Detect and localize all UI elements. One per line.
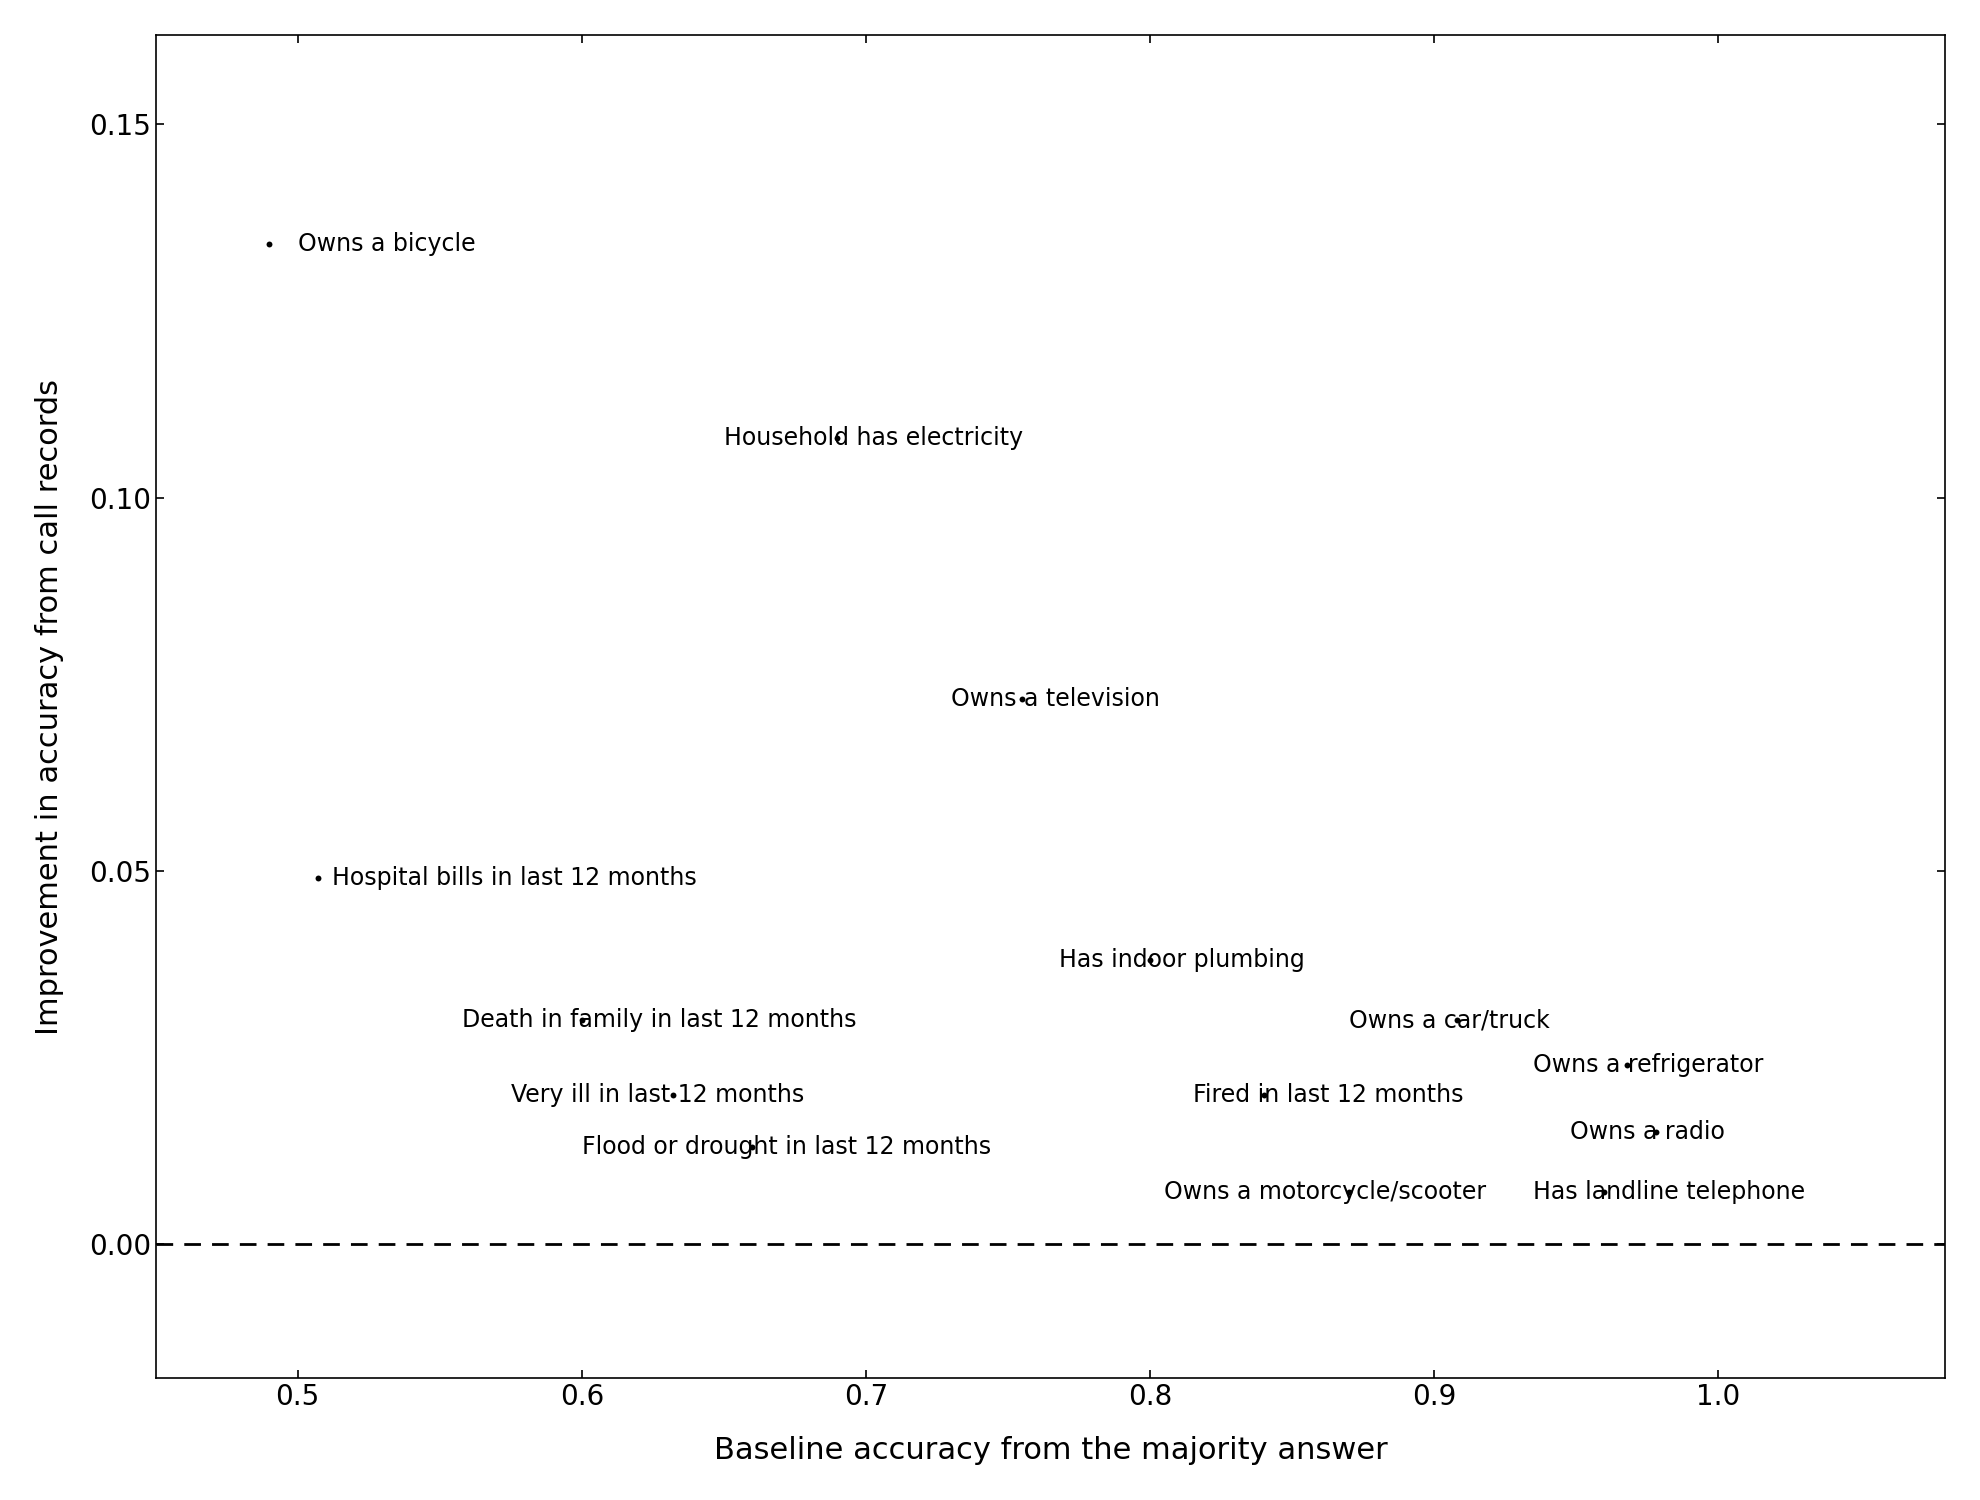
Text: Fired in last 12 months: Fired in last 12 months [1192, 1083, 1463, 1107]
Point [737, 1136, 768, 1160]
X-axis label: Baseline accuracy from the majority answer: Baseline accuracy from the majority answ… [713, 1437, 1388, 1466]
Text: Has indoor plumbing: Has indoor plumbing [1059, 948, 1305, 972]
Point [566, 1008, 598, 1032]
Text: Flood or drought in last 12 months: Flood or drought in last 12 months [582, 1136, 990, 1160]
Text: Owns a refrigerator: Owns a refrigerator [1533, 1053, 1764, 1077]
Text: Household has electricity: Household has electricity [725, 426, 1024, 450]
Point [1333, 1180, 1364, 1204]
Point [1441, 1008, 1473, 1032]
Text: Hospital bills in last 12 months: Hospital bills in last 12 months [333, 867, 697, 891]
Y-axis label: Improvement in accuracy from call records: Improvement in accuracy from call record… [36, 378, 63, 1035]
Point [301, 867, 333, 891]
Point [1612, 1053, 1643, 1077]
Point [1006, 687, 1038, 711]
Text: Death in family in last 12 months: Death in family in last 12 months [463, 1008, 857, 1032]
Text: Owns a radio: Owns a radio [1570, 1120, 1725, 1144]
Point [1135, 948, 1166, 972]
Text: Very ill in last 12 months: Very ill in last 12 months [511, 1083, 804, 1107]
Text: Owns a bicycle: Owns a bicycle [297, 231, 475, 255]
Text: Owns a car/truck: Owns a car/truck [1348, 1008, 1550, 1032]
Text: Has landline telephone: Has landline telephone [1533, 1180, 1806, 1204]
Point [1639, 1120, 1671, 1144]
Point [657, 1083, 689, 1107]
Text: Owns a television: Owns a television [950, 687, 1160, 711]
Point [1247, 1083, 1279, 1107]
Text: Owns a motorcycle/scooter: Owns a motorcycle/scooter [1164, 1180, 1487, 1204]
Point [253, 231, 285, 255]
Point [1588, 1180, 1620, 1204]
Point [822, 426, 853, 450]
